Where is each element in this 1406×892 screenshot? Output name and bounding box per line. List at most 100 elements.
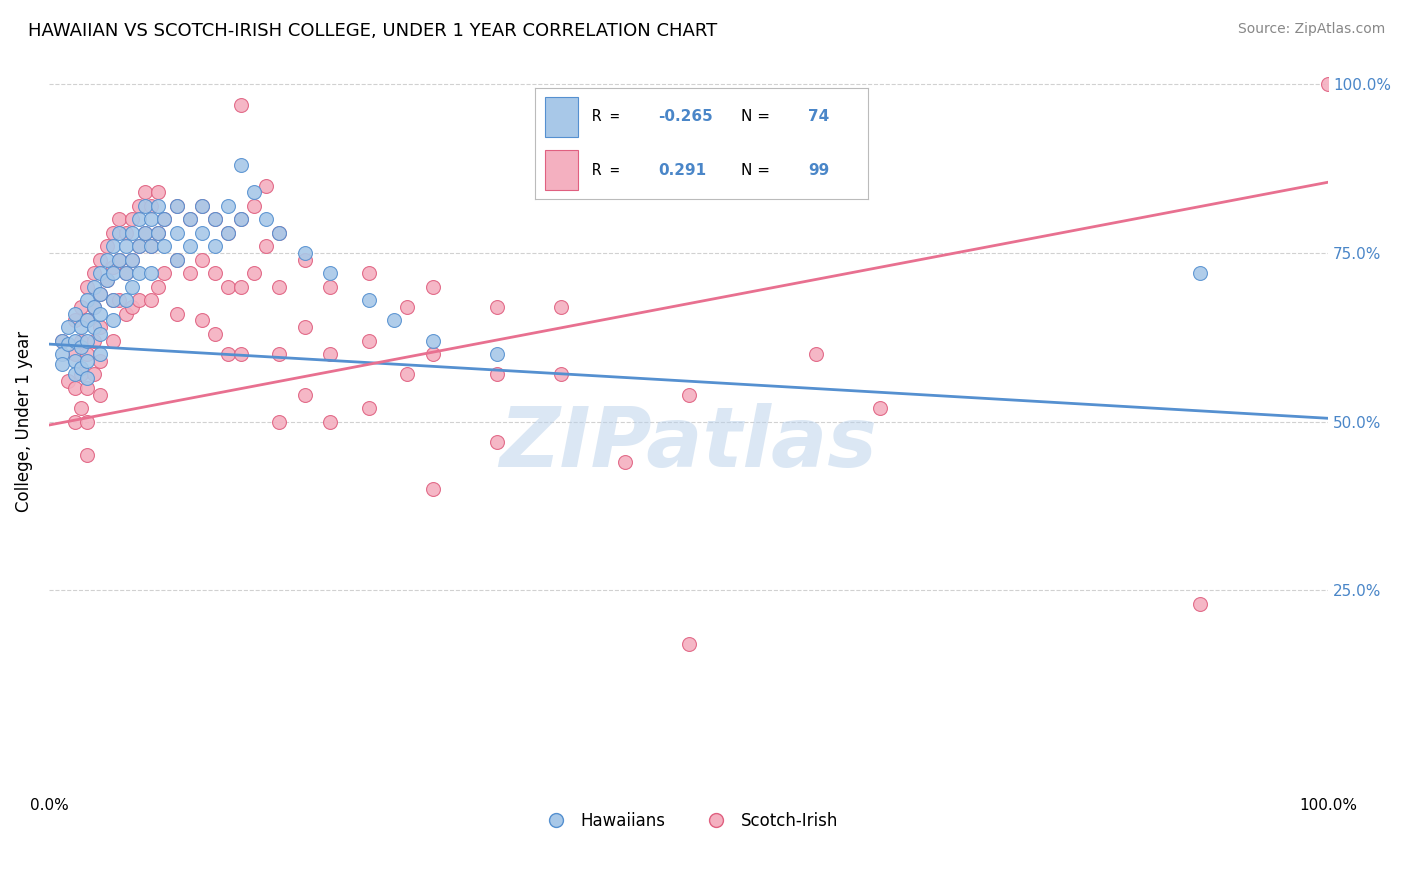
Point bbox=[101, 334, 124, 348]
Point bbox=[56, 374, 79, 388]
Point bbox=[121, 300, 143, 314]
Point bbox=[89, 387, 111, 401]
Point bbox=[319, 347, 342, 361]
Point bbox=[422, 279, 444, 293]
Point bbox=[83, 334, 105, 348]
Point bbox=[63, 368, 86, 382]
Point bbox=[550, 300, 572, 314]
Point bbox=[141, 239, 163, 253]
Point bbox=[114, 226, 136, 240]
Point bbox=[357, 266, 380, 280]
Point bbox=[217, 347, 239, 361]
Point bbox=[146, 186, 169, 200]
Point bbox=[70, 334, 93, 348]
Point bbox=[108, 226, 131, 240]
Point bbox=[51, 357, 73, 371]
Point bbox=[191, 226, 214, 240]
Point bbox=[153, 239, 176, 253]
Point bbox=[141, 293, 163, 308]
Point bbox=[166, 252, 188, 267]
Text: Source: ZipAtlas.com: Source: ZipAtlas.com bbox=[1237, 22, 1385, 37]
Point bbox=[204, 239, 226, 253]
Point bbox=[76, 381, 98, 395]
Text: ZIPatlas: ZIPatlas bbox=[499, 403, 877, 484]
Point bbox=[229, 279, 252, 293]
Point bbox=[76, 334, 98, 348]
Point bbox=[204, 326, 226, 341]
Point bbox=[96, 239, 118, 253]
Point bbox=[141, 239, 163, 253]
Point bbox=[70, 401, 93, 416]
Point bbox=[128, 199, 150, 213]
Point bbox=[422, 482, 444, 496]
Text: HAWAIIAN VS SCOTCH-IRISH COLLEGE, UNDER 1 YEAR CORRELATION CHART: HAWAIIAN VS SCOTCH-IRISH COLLEGE, UNDER … bbox=[28, 22, 717, 40]
Point bbox=[217, 279, 239, 293]
Point bbox=[678, 387, 700, 401]
Point bbox=[70, 341, 93, 355]
Point bbox=[121, 226, 143, 240]
Point bbox=[550, 368, 572, 382]
Point bbox=[96, 273, 118, 287]
Point bbox=[76, 279, 98, 293]
Point bbox=[128, 239, 150, 253]
Point bbox=[76, 354, 98, 368]
Point bbox=[179, 239, 201, 253]
Point bbox=[254, 212, 277, 227]
Point bbox=[101, 266, 124, 280]
Point bbox=[63, 415, 86, 429]
Point bbox=[229, 158, 252, 172]
Point bbox=[134, 226, 156, 240]
Point bbox=[89, 252, 111, 267]
Point bbox=[217, 226, 239, 240]
Point bbox=[229, 212, 252, 227]
Point bbox=[146, 226, 169, 240]
Point bbox=[83, 279, 105, 293]
Point bbox=[101, 293, 124, 308]
Point bbox=[269, 226, 291, 240]
Point bbox=[134, 226, 156, 240]
Point bbox=[134, 199, 156, 213]
Point bbox=[229, 347, 252, 361]
Point bbox=[114, 266, 136, 280]
Point bbox=[114, 293, 136, 308]
Point bbox=[134, 186, 156, 200]
Point bbox=[83, 300, 105, 314]
Point bbox=[254, 239, 277, 253]
Point bbox=[153, 212, 176, 227]
Point bbox=[70, 368, 93, 382]
Point bbox=[89, 286, 111, 301]
Point bbox=[319, 415, 342, 429]
Point bbox=[89, 326, 111, 341]
Point bbox=[146, 199, 169, 213]
Point bbox=[83, 300, 105, 314]
Point bbox=[179, 212, 201, 227]
Point bbox=[396, 300, 419, 314]
Point bbox=[146, 279, 169, 293]
Point bbox=[89, 320, 111, 334]
Point bbox=[179, 266, 201, 280]
Point bbox=[217, 226, 239, 240]
Point bbox=[146, 226, 169, 240]
Point bbox=[89, 347, 111, 361]
Point bbox=[83, 368, 105, 382]
Point bbox=[101, 226, 124, 240]
Point bbox=[101, 260, 124, 274]
Point bbox=[96, 252, 118, 267]
Point bbox=[63, 354, 86, 368]
Point bbox=[269, 347, 291, 361]
Point bbox=[108, 252, 131, 267]
Point bbox=[83, 320, 105, 334]
Point bbox=[357, 334, 380, 348]
Point bbox=[191, 199, 214, 213]
Point bbox=[1189, 266, 1212, 280]
Point bbox=[191, 252, 214, 267]
Point bbox=[114, 266, 136, 280]
Point bbox=[613, 455, 636, 469]
Point bbox=[229, 97, 252, 112]
Point bbox=[89, 266, 111, 280]
Point bbox=[357, 293, 380, 308]
Point bbox=[51, 334, 73, 348]
Point bbox=[396, 368, 419, 382]
Point bbox=[76, 313, 98, 327]
Point bbox=[63, 307, 86, 321]
